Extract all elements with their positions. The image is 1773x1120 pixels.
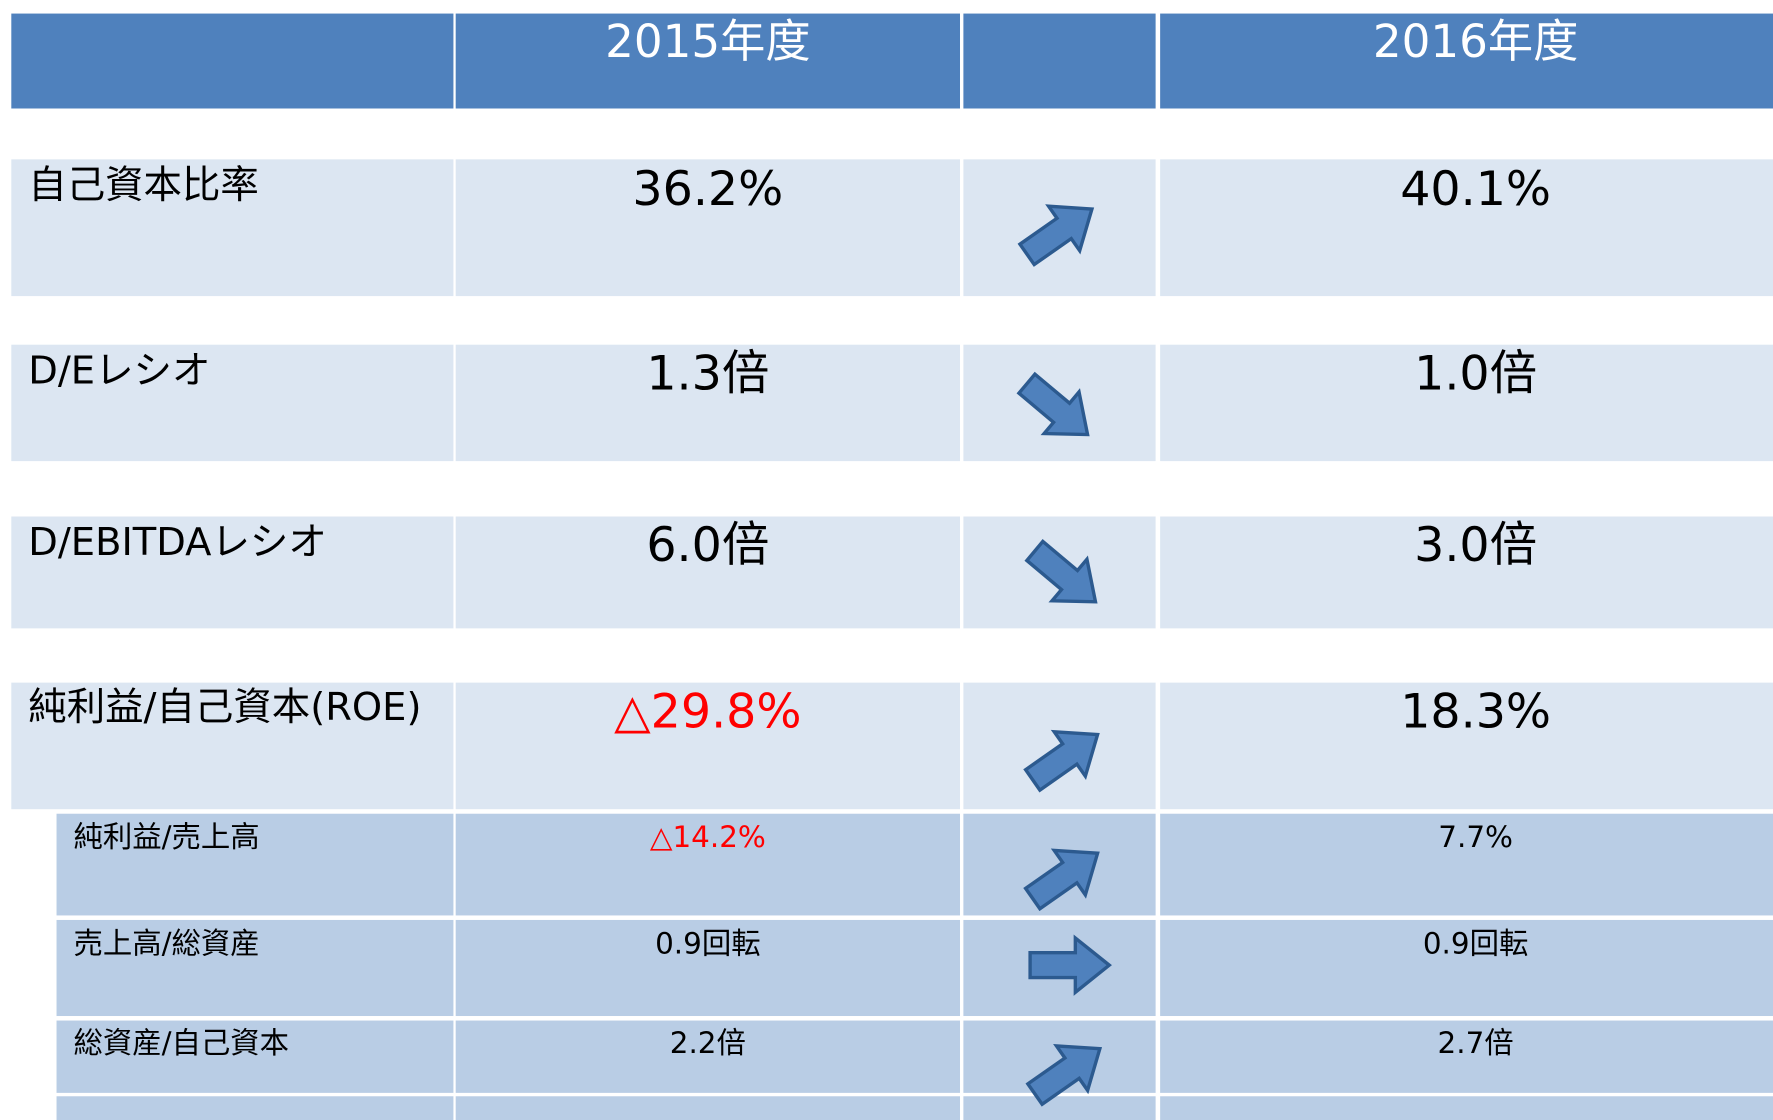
cell	[56, 1020, 454, 1093]
value: △14.2%	[650, 820, 766, 854]
header-text: 2016年度	[1373, 15, 1579, 68]
row-label: 総資産/自己資本	[73, 1026, 289, 1060]
value: 18.3%	[1400, 684, 1551, 739]
value: 2.2倍	[670, 1026, 746, 1060]
row: D/Eレシオ 1.3倍 1.0倍	[11, 344, 1773, 462]
value: 1.0倍	[1414, 346, 1537, 401]
cell	[1160, 344, 1773, 462]
row-label: 純利益/自己資本(ROE)	[28, 685, 421, 730]
cell	[11, 159, 454, 297]
cell	[455, 682, 960, 810]
subrow: 総資産/自己資本 2.2倍 2.7倍	[56, 1020, 1773, 1093]
cell	[1160, 1020, 1773, 1093]
subrow	[56, 1096, 1773, 1120]
cell	[1160, 1096, 1773, 1120]
row-label: 売上高/総資産	[73, 926, 259, 960]
cell	[56, 813, 454, 916]
row-label: 自己資本比率	[28, 163, 259, 208]
cell	[1160, 159, 1773, 297]
cell	[1160, 516, 1773, 629]
cell	[455, 344, 960, 462]
row-label: D/EBITDAレシオ	[28, 520, 327, 565]
cell	[11, 682, 454, 810]
cell	[1160, 682, 1773, 810]
subrow: 売上高/総資産 0.9回転 0.9回転	[56, 919, 1773, 1017]
row: D/EBITDAレシオ 6.0倍 3.0倍	[11, 516, 1773, 629]
value: 0.9回転	[655, 926, 760, 960]
cell	[56, 919, 454, 1017]
header-text: 2015年度	[605, 15, 811, 68]
cell	[56, 1096, 454, 1120]
header-cell	[455, 13, 960, 109]
value: 7.7%	[1438, 820, 1513, 854]
cell	[1160, 919, 1773, 1017]
header-cell	[963, 13, 1156, 109]
subrow: 純利益/売上高 △14.2% 7.7%	[56, 813, 1773, 923]
row-label: D/Eレシオ	[28, 348, 210, 393]
header-cell	[11, 13, 454, 109]
row: 純利益/自己資本(ROE) △29.8% 18.3%	[11, 682, 1773, 810]
value: △29.8%	[614, 684, 801, 739]
value: 6.0倍	[646, 518, 769, 573]
cell	[963, 1096, 1156, 1120]
value: 3.0倍	[1414, 518, 1537, 573]
cell	[455, 159, 960, 297]
value: 2.7倍	[1438, 1026, 1514, 1060]
cell	[455, 1020, 960, 1093]
header-row: 2015年度 2016年度	[11, 13, 1773, 109]
header-cell	[1160, 13, 1773, 109]
cell	[11, 344, 454, 462]
cell	[455, 516, 960, 629]
row: 自己資本比率 36.2% 40.1%	[11, 159, 1773, 297]
value: 36.2%	[632, 162, 783, 217]
cell	[455, 1096, 960, 1120]
value: 0.9回転	[1423, 926, 1528, 960]
cell	[11, 516, 454, 629]
cell	[1160, 813, 1773, 916]
row-label: 純利益/売上高	[73, 820, 259, 854]
value: 1.3倍	[646, 346, 769, 401]
value: 40.1%	[1400, 162, 1551, 217]
cell	[455, 813, 960, 916]
cell	[455, 919, 960, 1017]
